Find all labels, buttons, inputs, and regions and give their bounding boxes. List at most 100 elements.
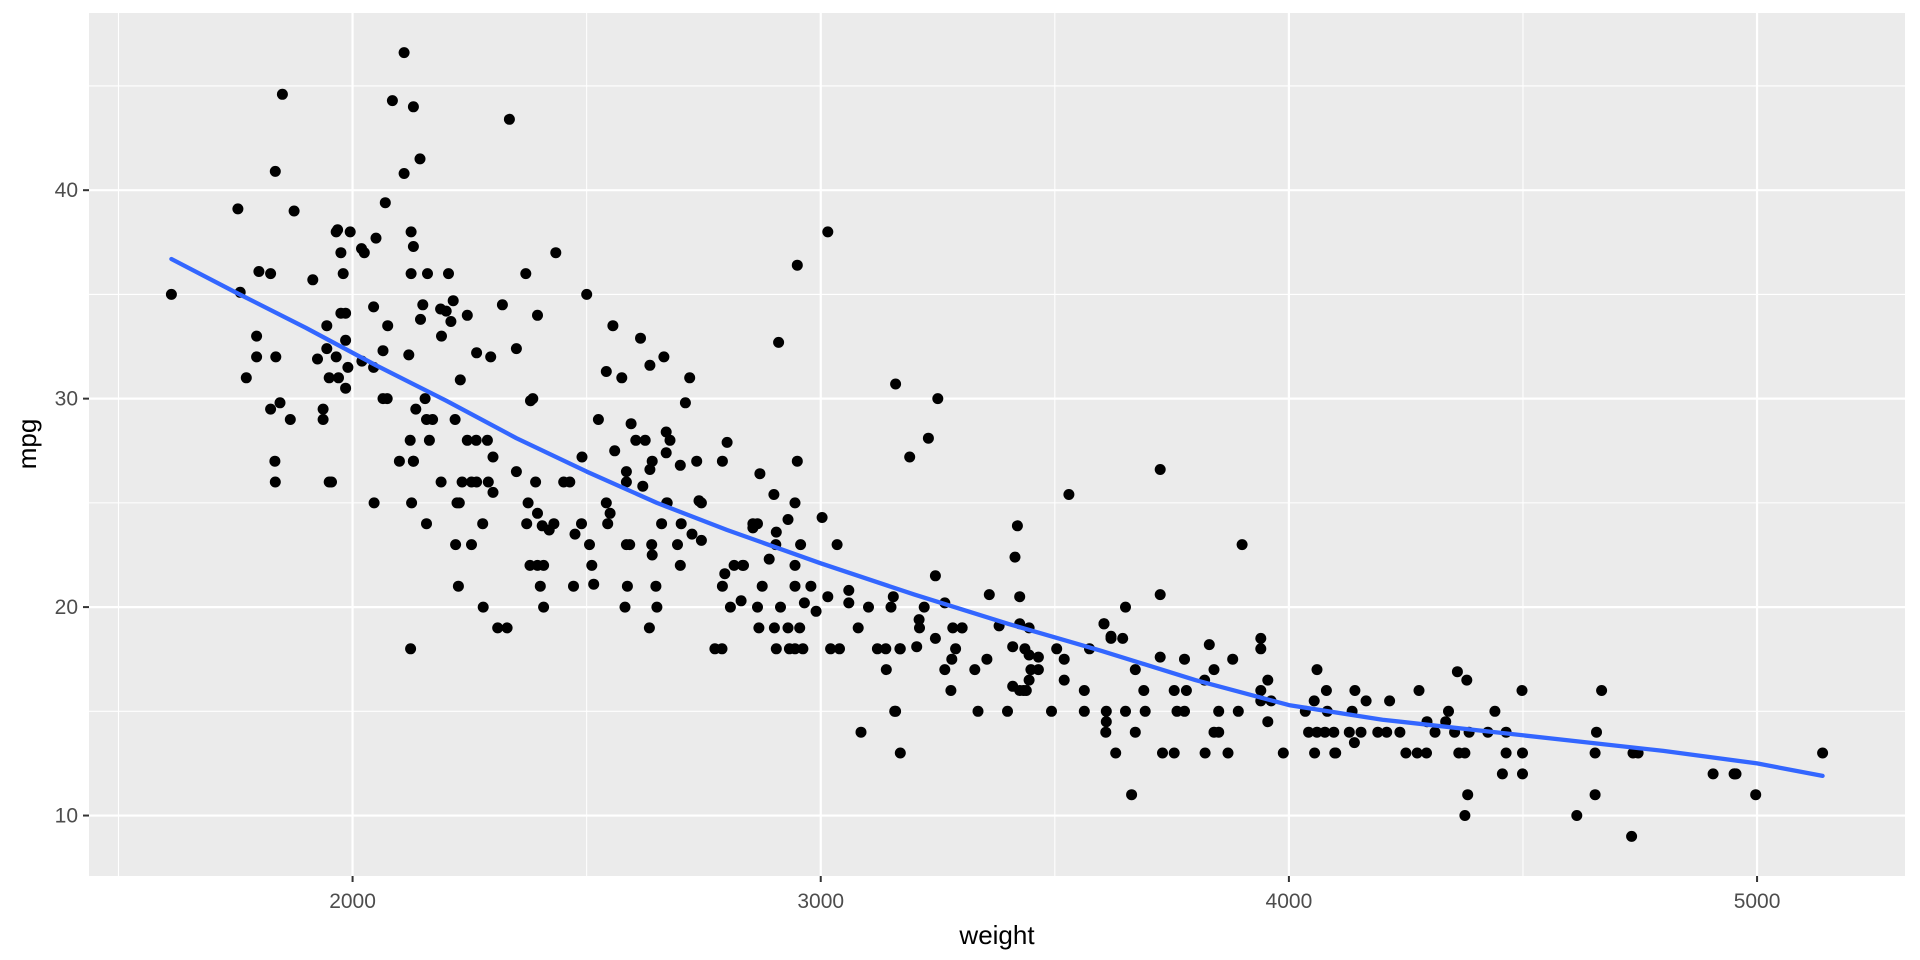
scatter-point bbox=[398, 47, 410, 59]
scatter-point bbox=[913, 614, 925, 626]
scatter-point bbox=[686, 528, 698, 540]
scatter-point bbox=[695, 497, 707, 509]
scatter-point bbox=[1110, 747, 1122, 759]
scatter-point bbox=[377, 345, 389, 357]
scatter-point bbox=[1138, 685, 1150, 696]
scatter-point bbox=[625, 418, 637, 430]
scatter-point bbox=[269, 165, 281, 177]
scatter-point bbox=[1154, 651, 1166, 663]
scatter-point bbox=[616, 372, 628, 384]
scatter-point bbox=[340, 382, 352, 394]
scatter-point bbox=[855, 726, 867, 738]
scatter-point bbox=[1203, 639, 1215, 651]
scatter-point bbox=[581, 288, 593, 300]
scatter-point bbox=[1516, 685, 1528, 696]
scatter-point bbox=[981, 653, 993, 665]
scatter-point bbox=[1120, 705, 1131, 717]
scatter-point bbox=[423, 434, 435, 446]
scatter-point bbox=[584, 539, 595, 551]
scatter-point bbox=[1589, 747, 1601, 759]
scatter-point bbox=[798, 597, 810, 609]
scatter-point bbox=[1100, 716, 1112, 728]
scatter-point bbox=[466, 476, 477, 488]
scatter-point bbox=[407, 241, 419, 252]
scatter-point bbox=[1100, 726, 1112, 738]
scatter-point bbox=[1117, 632, 1129, 644]
scatter-point bbox=[738, 559, 749, 571]
scatter-point bbox=[568, 580, 579, 592]
scatter-point bbox=[1078, 705, 1090, 717]
scatter-point bbox=[646, 539, 658, 551]
scatter-point bbox=[724, 601, 736, 613]
scatter-point bbox=[466, 539, 477, 551]
scatter-point bbox=[728, 559, 740, 571]
scatter-point bbox=[522, 497, 534, 509]
scatter-point bbox=[1461, 674, 1473, 686]
scatter-point bbox=[1277, 747, 1289, 759]
scatter-point bbox=[1255, 685, 1267, 696]
scatter-point bbox=[1222, 747, 1234, 759]
scatter-point bbox=[421, 414, 432, 425]
scatter-point bbox=[451, 497, 463, 509]
scatter-point bbox=[419, 393, 431, 405]
scatter-point bbox=[370, 232, 382, 244]
scatter-point bbox=[510, 466, 522, 478]
scatter-point bbox=[445, 316, 457, 327]
scatter-point bbox=[265, 268, 277, 280]
scatter-point bbox=[340, 334, 352, 346]
scatter-point bbox=[768, 489, 780, 500]
scatter-point bbox=[1309, 747, 1321, 759]
scatter-point bbox=[1400, 747, 1412, 759]
scatter-point bbox=[651, 601, 663, 613]
scatter-point bbox=[1349, 685, 1361, 696]
scatter-point bbox=[664, 434, 676, 446]
scatter-point bbox=[330, 226, 342, 238]
scatter-point bbox=[232, 203, 244, 215]
scatter-point bbox=[530, 476, 542, 488]
scatter-point bbox=[658, 351, 670, 363]
scatter-point bbox=[1462, 789, 1474, 801]
scatter-point bbox=[914, 622, 925, 634]
scatter-point bbox=[719, 568, 731, 580]
scatter-point bbox=[825, 643, 837, 655]
scatter-point bbox=[1311, 664, 1323, 676]
scatter-point bbox=[1517, 768, 1528, 780]
scatter-point bbox=[911, 641, 923, 653]
scatter-point bbox=[695, 534, 707, 546]
scatter-point bbox=[449, 414, 461, 425]
scatter-point bbox=[1058, 674, 1070, 686]
scatter-point bbox=[450, 539, 462, 551]
scatter-point bbox=[1032, 664, 1044, 676]
scatter-point bbox=[1500, 747, 1512, 759]
scatter-point bbox=[1255, 632, 1267, 644]
scatter-point bbox=[1596, 685, 1608, 696]
scatter-point bbox=[1157, 747, 1168, 759]
scatter-point bbox=[564, 476, 576, 488]
scatter-point bbox=[251, 351, 263, 363]
scatter-point bbox=[550, 247, 562, 259]
scatter-point bbox=[312, 353, 323, 365]
scatter-point bbox=[789, 497, 801, 509]
scatter-point bbox=[576, 451, 588, 463]
x-axis-title: weight bbox=[959, 920, 1035, 950]
scatter-point bbox=[482, 476, 494, 488]
scatter-point bbox=[929, 632, 941, 644]
scatter-point bbox=[487, 486, 499, 498]
scatter-point bbox=[393, 455, 405, 467]
scatter-point bbox=[609, 445, 621, 457]
scatter-point bbox=[452, 580, 464, 592]
scatter-point bbox=[1262, 674, 1274, 686]
scatter-point bbox=[791, 259, 803, 271]
scatter-point bbox=[890, 378, 902, 390]
scatter-point bbox=[1443, 705, 1454, 717]
scatter-point bbox=[524, 559, 536, 571]
scatter-point bbox=[1413, 685, 1425, 696]
scatter-point bbox=[735, 595, 747, 607]
plot-panel bbox=[89, 13, 1905, 876]
scatter-point bbox=[485, 351, 497, 363]
scatter-point bbox=[643, 622, 655, 634]
scatter-point bbox=[532, 507, 543, 519]
scatter-point bbox=[1023, 649, 1035, 661]
scatter-point bbox=[1236, 539, 1248, 551]
